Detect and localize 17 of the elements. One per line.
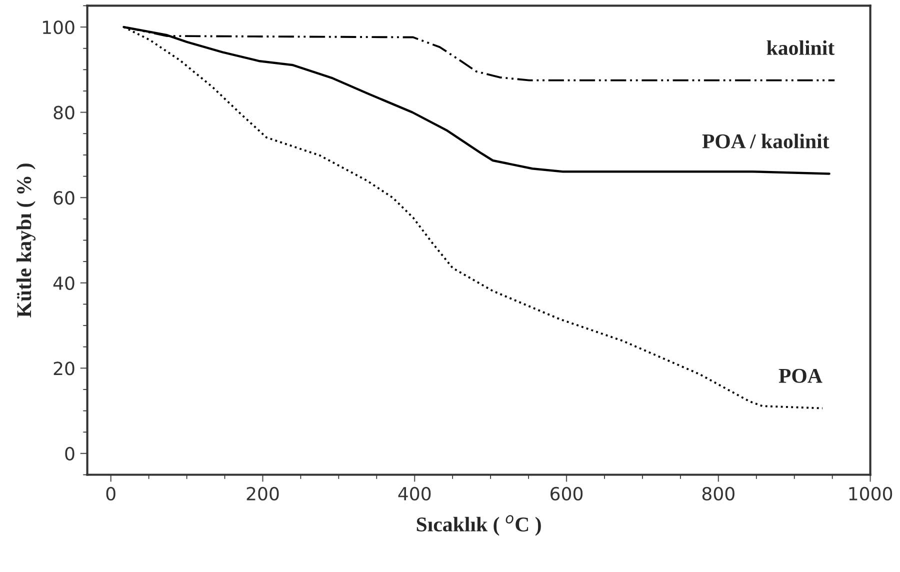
x-tick-label: 0	[106, 486, 116, 501]
y-tick-label: 40	[53, 276, 74, 290]
x-tick-label: 600	[550, 486, 583, 501]
series-label: kaolinit	[766, 40, 835, 55]
x-tick-label: 400	[398, 486, 431, 501]
series-label: POA	[778, 368, 822, 383]
y-tick-label: 80	[54, 106, 74, 120]
x-tick-label: 200	[246, 486, 279, 501]
y-tick-label: 100	[43, 20, 74, 34]
y-tick-label: 0	[65, 446, 74, 461]
y-tick-label: 60	[54, 191, 74, 205]
x-tick-label: 800	[702, 486, 734, 501]
x-tick-label: 1000	[849, 486, 892, 501]
series-label: POA / kaolinit	[702, 134, 830, 148]
y-tick-label: 20	[54, 362, 74, 376]
x-axis-title: Sıcaklık ( $^{o}$C )	[416, 515, 541, 536]
y-axis-title: Kütle kaybı ( % )	[16, 164, 36, 318]
